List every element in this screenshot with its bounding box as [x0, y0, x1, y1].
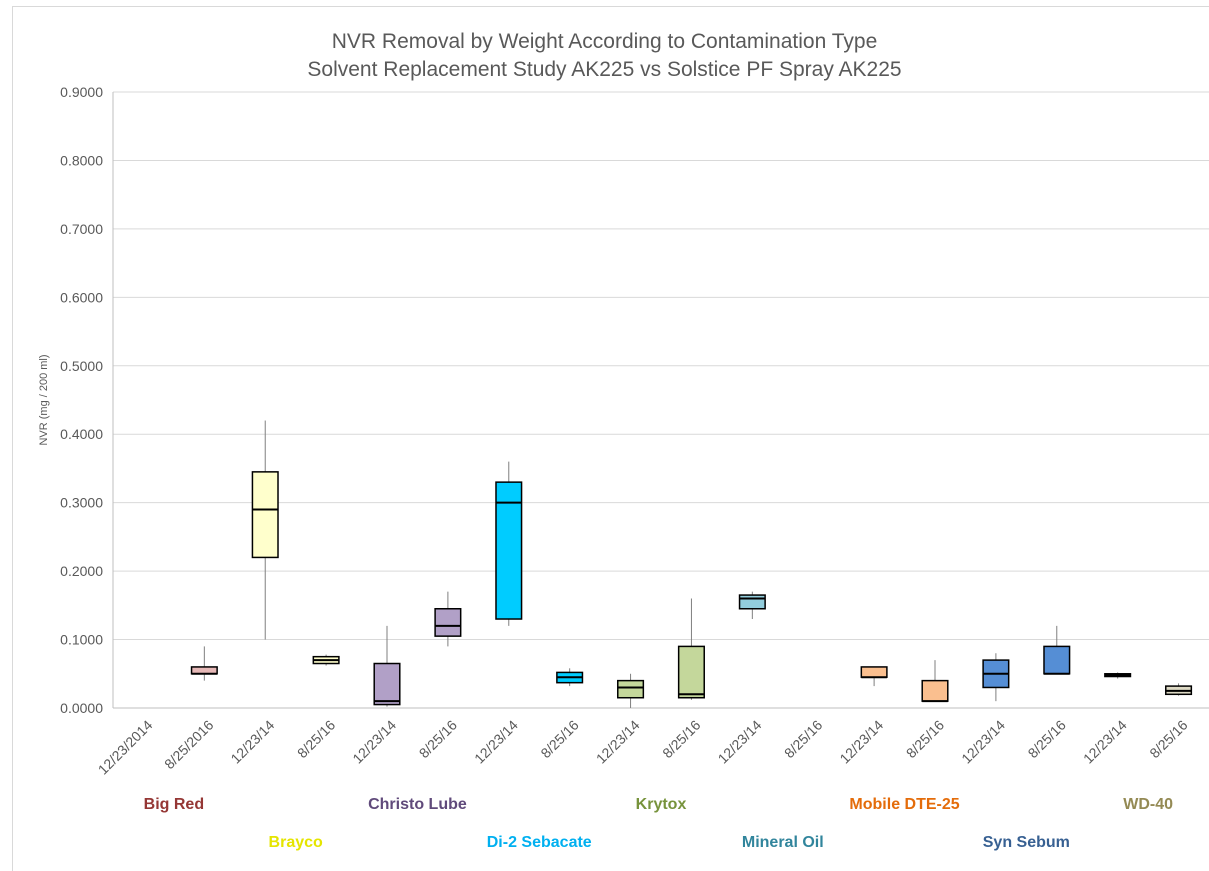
x-tick-label: 8/25/16: [1025, 717, 1069, 761]
box: [921, 679, 949, 702]
y-tick-label: 0.7000: [60, 221, 103, 237]
x-tick-label: 8/25/16: [781, 717, 825, 761]
chart-title: NVR Removal by Weight According to Conta…: [331, 30, 878, 53]
group-label: Mineral Oil: [741, 834, 824, 851]
x-tick-label: 12/23/14: [958, 717, 1008, 767]
group-label: Krytox: [635, 796, 687, 813]
x-tick-label: 12/23/14: [227, 717, 277, 767]
y-tick-label: 0.2000: [60, 563, 103, 579]
box: [738, 594, 766, 610]
box: [495, 481, 523, 620]
x-tick-label: 8/25/16: [537, 717, 581, 761]
y-tick-label: 0.9000: [60, 84, 103, 100]
box: [1043, 645, 1071, 675]
x-tick-label: 12/23/14: [471, 717, 521, 767]
chart-frame-left: [12, 6, 13, 871]
x-tick-label: 12/23/2014: [95, 717, 156, 778]
box: [251, 471, 279, 559]
x-tick-label: 12/23/14: [715, 717, 765, 767]
group-label: Mobile DTE-25: [849, 796, 960, 813]
y-tick-label: 0.4000: [60, 426, 103, 442]
box: [617, 679, 645, 699]
y-axis-title: NVR (mg / 200 ml): [38, 354, 50, 445]
x-tick-label: 12/23/14: [349, 717, 399, 767]
chart-subtitle: Solvent Replacement Study AK225 vs Solst…: [307, 58, 902, 81]
chart-frame-top: [12, 6, 1209, 7]
x-tick-label: 8/25/16: [294, 717, 338, 761]
group-label: Di-2 Sebacate: [486, 834, 592, 851]
box: [190, 666, 218, 675]
y-tick-label: 0.3000: [60, 495, 103, 511]
group-label: WD-40: [1123, 796, 1173, 813]
box: [373, 662, 401, 706]
group-label: Christo Lube: [368, 796, 467, 813]
box: [434, 608, 462, 637]
x-tick-label: 12/23/14: [1080, 717, 1130, 767]
y-tick-label: 0.8000: [60, 152, 103, 168]
x-tick-label: 8/25/16: [659, 717, 703, 761]
y-tick-label: 0.5000: [60, 358, 103, 374]
group-label: Syn Sebum: [982, 834, 1070, 851]
box: [860, 666, 888, 678]
group-label: Brayco: [268, 834, 323, 851]
x-tick-label: 12/23/14: [836, 717, 886, 767]
x-tick-label: 8/25/16: [416, 717, 460, 761]
y-tick-label: 0.0000: [60, 700, 103, 716]
group-label: Big Red: [143, 796, 205, 813]
box: [677, 645, 705, 699]
y-tick-label: 0.1000: [60, 632, 103, 648]
y-tick-label: 0.6000: [60, 289, 103, 305]
x-tick-label: 8/25/16: [1146, 717, 1190, 761]
x-tick-label: 12/23/14: [593, 717, 643, 767]
x-tick-label: 8/25/2016: [161, 717, 217, 773]
x-tick-label: 8/25/16: [903, 717, 947, 761]
